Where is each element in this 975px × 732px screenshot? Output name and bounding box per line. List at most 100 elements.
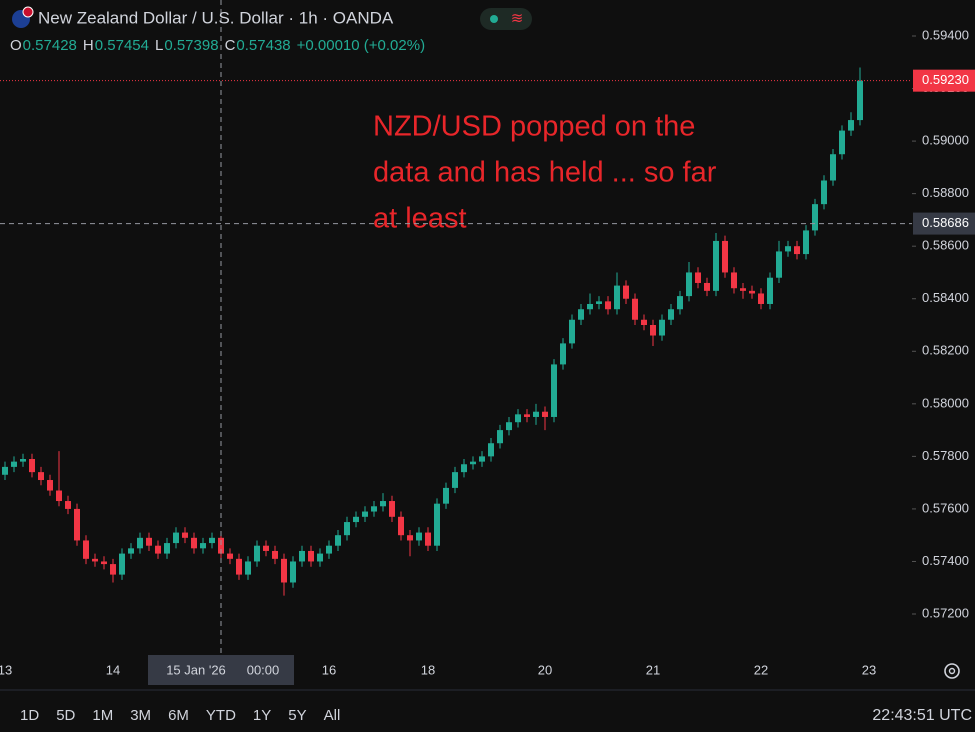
crosshair-date-label: 15 Jan '26	[166, 662, 226, 677]
candle-body	[785, 246, 791, 252]
candle-body	[740, 288, 746, 291]
candle-body	[209, 537, 215, 544]
market-open-dot	[490, 15, 498, 23]
candle-body	[479, 456, 485, 462]
candle-body	[227, 553, 233, 559]
flag-icon-badge	[22, 6, 34, 18]
candle-body	[614, 285, 620, 310]
range-button[interactable]: 3M	[130, 707, 151, 724]
candle-body	[344, 522, 350, 536]
candle-body	[425, 532, 431, 546]
candle-body	[632, 298, 638, 320]
candle-body	[254, 545, 260, 562]
candle-body	[749, 290, 755, 294]
range-button[interactable]: 1M	[92, 707, 113, 724]
x-tick-label: 16	[322, 662, 336, 677]
candle-body	[659, 319, 665, 336]
candle-body	[803, 230, 809, 255]
status-icon: ≋	[511, 10, 524, 27]
candle-body	[326, 545, 332, 554]
annotation-line: NZD/USD popped on the	[373, 111, 695, 143]
x-tick-label: 18	[421, 662, 435, 677]
candle-body	[173, 532, 179, 544]
candle-body	[839, 130, 845, 155]
candle-body	[830, 154, 836, 181]
candle-body	[596, 301, 602, 304]
range-button[interactable]: All	[324, 707, 341, 724]
ohlc-value: 0.57398	[164, 37, 218, 54]
candle-body	[128, 548, 134, 554]
candle-body	[74, 508, 80, 541]
range-button[interactable]: YTD	[206, 707, 236, 724]
candle-body	[533, 411, 539, 417]
candle-body	[704, 282, 710, 291]
candle-body	[560, 343, 566, 365]
candle-body	[191, 537, 197, 549]
status-pill	[480, 8, 532, 30]
x-tick-label: 20	[538, 662, 552, 677]
ohlc-key: L	[155, 37, 163, 54]
candle-body	[92, 558, 98, 562]
crosshair-price-label: 0.58686	[922, 215, 969, 230]
range-button[interactable]: 5Y	[288, 707, 306, 724]
candle-body	[236, 558, 242, 575]
candle-body	[281, 558, 287, 583]
last-price-box	[913, 69, 975, 92]
candle-body	[29, 458, 35, 473]
ohlc-value: 0.57428	[23, 37, 77, 54]
ohlc-value: 0.57438	[236, 37, 290, 54]
candle-body	[290, 561, 296, 583]
y-tick-label: 0.57800	[922, 448, 969, 463]
candle-body	[272, 550, 278, 559]
candle-body	[65, 501, 71, 509]
candle-body	[668, 309, 674, 320]
x-tick-label: 23	[862, 662, 876, 677]
candle-body	[713, 240, 719, 291]
candle-body	[695, 272, 701, 283]
candle-body	[101, 561, 107, 565]
candle-body	[434, 503, 440, 546]
candle-body	[335, 535, 341, 546]
crosshair-price-box	[913, 212, 975, 235]
range-button[interactable]: 5D	[56, 707, 75, 724]
range-button[interactable]: 1Y	[253, 707, 271, 724]
candle-body	[623, 285, 629, 299]
last-price-label: 0.59230	[922, 72, 969, 87]
candle-body	[110, 564, 116, 575]
settings-icon[interactable]	[944, 663, 960, 679]
candle-body	[605, 301, 611, 310]
crosshair-time-label: 00:00	[247, 662, 280, 677]
candle-body	[524, 414, 530, 417]
plot-area	[2, 67, 863, 596]
candle-body	[200, 543, 206, 549]
candle-body	[812, 204, 818, 231]
candle-body	[389, 501, 395, 517]
ohlc-key: H	[83, 37, 94, 54]
y-tick-label: 0.58200	[922, 343, 969, 358]
candle-body	[83, 540, 89, 559]
y-tick-label: 0.58400	[922, 290, 969, 305]
candle-body	[371, 506, 377, 512]
y-tick-label: 0.59400	[922, 27, 969, 42]
candle-body	[542, 411, 548, 417]
crosshair-time-box	[148, 655, 294, 685]
x-tick-label: 22	[754, 662, 768, 677]
candle-body	[416, 532, 422, 541]
ohlc-key: O	[10, 37, 22, 54]
candle-body	[848, 120, 854, 131]
range-button[interactable]: 1D	[20, 707, 39, 724]
candle-body	[245, 561, 251, 575]
range-button[interactable]: 6M	[168, 707, 189, 724]
candle-body	[722, 240, 728, 273]
y-tick-label: 0.58000	[922, 395, 969, 410]
ohlc-change: +0.00010 (+0.02%)	[297, 37, 425, 54]
candle-body	[488, 443, 494, 457]
ohlc-legend: O 0.57428 H 0.57454 L 0.57398 C 0.57438 +0.00010…	[10, 37, 425, 54]
candle-body	[677, 296, 683, 310]
candle-body	[20, 458, 26, 462]
candle-body	[47, 480, 53, 491]
y-tick-label: 0.58800	[922, 185, 969, 200]
candle-body	[650, 325, 656, 336]
